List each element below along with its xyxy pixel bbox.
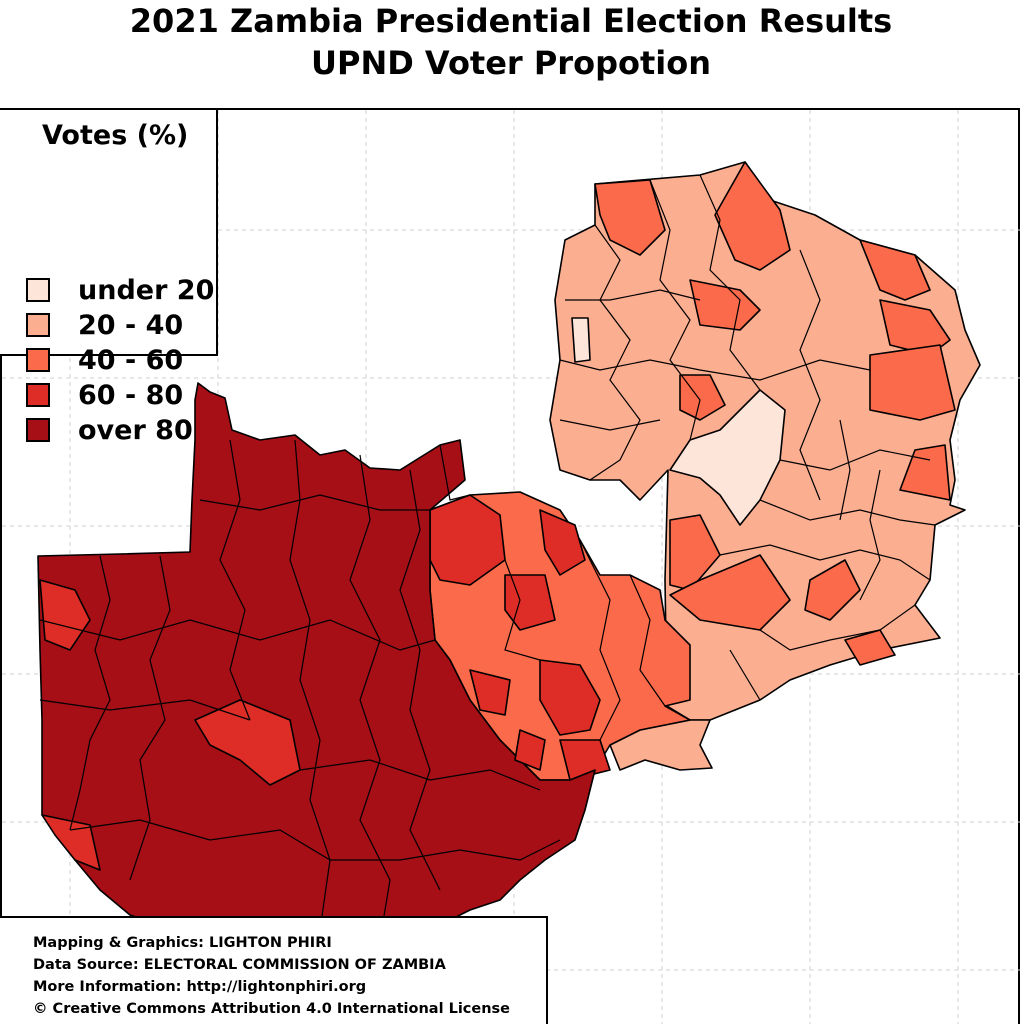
region-under20	[669, 389, 786, 526]
region-east-4060-d	[844, 629, 896, 666]
region-west	[37, 382, 596, 951]
region-under20-small	[571, 317, 591, 363]
region-central-6080-c	[539, 659, 601, 736]
legend-item-20-40: 20 - 40	[26, 309, 184, 341]
region-central-6080-d	[559, 739, 611, 781]
region-north-4060-h	[899, 444, 951, 501]
title-line-1: 2021 Zambia Presidential Election Result…	[129, 2, 893, 40]
legend-swatch	[26, 418, 50, 442]
legend-item-over-80: over 80	[26, 414, 193, 446]
title-line-2: UPND Voter Propotion	[311, 44, 711, 82]
legend-label: 40 - 60	[78, 344, 184, 376]
legend-swatch	[26, 278, 50, 302]
legend-title: Votes (%)	[42, 120, 189, 151]
credit-license: © Creative Commons Attribution 4.0 Inter…	[33, 1001, 511, 1017]
region-layer	[37, 161, 981, 951]
region-west-6080-d	[514, 729, 546, 771]
legend-box: Votes (%) under 20 20 - 40 40 - 60 60 - …	[0, 110, 218, 446]
region-west-6080-b	[194, 699, 301, 786]
region-central-6080-f	[539, 509, 586, 576]
region-north-4060-b	[714, 161, 791, 271]
region-north-4060-f	[869, 344, 956, 421]
region-central-6080-a	[429, 494, 506, 586]
legend-label: under 20	[78, 274, 215, 306]
legend-swatch	[26, 383, 50, 407]
legend-item-under-20: under 20	[26, 274, 215, 306]
credit-data-source: Data Source: ELECTORAL COMMISSION OF ZAM…	[33, 957, 446, 973]
map-title: 2021 Zambia Presidential Election Result…	[0, 0, 1022, 84]
region-central-6080-b	[504, 574, 556, 631]
region-central-6080-e	[469, 669, 511, 716]
region-east-4060-c	[804, 559, 861, 621]
legend-label: over 80	[78, 414, 193, 446]
legend-swatch	[26, 348, 50, 372]
district-lines	[39, 174, 936, 941]
region-west-6080-a	[39, 579, 91, 651]
region-east-4060-a	[669, 514, 721, 591]
region-north-4060-g	[679, 374, 726, 421]
region-north-4060-c	[689, 279, 761, 331]
credits-box: Mapping & Graphics: LIGHTON PHIRI Data S…	[0, 916, 548, 1024]
legend-item-40-60: 40 - 60	[26, 344, 184, 376]
credit-more-info: More Information: http://lightonphiri.or…	[33, 979, 367, 995]
legend-label: 60 - 80	[78, 379, 184, 411]
region-north-4060-d	[859, 239, 931, 301]
map-frame	[0, 108, 1020, 1024]
legend-swatch	[26, 313, 50, 337]
legend-item-60-80: 60 - 80	[26, 379, 184, 411]
legend-label: 20 - 40	[78, 309, 184, 341]
region-west-6080-c	[41, 814, 101, 871]
credit-mapping: Mapping & Graphics: LIGHTON PHIRI	[33, 935, 332, 951]
